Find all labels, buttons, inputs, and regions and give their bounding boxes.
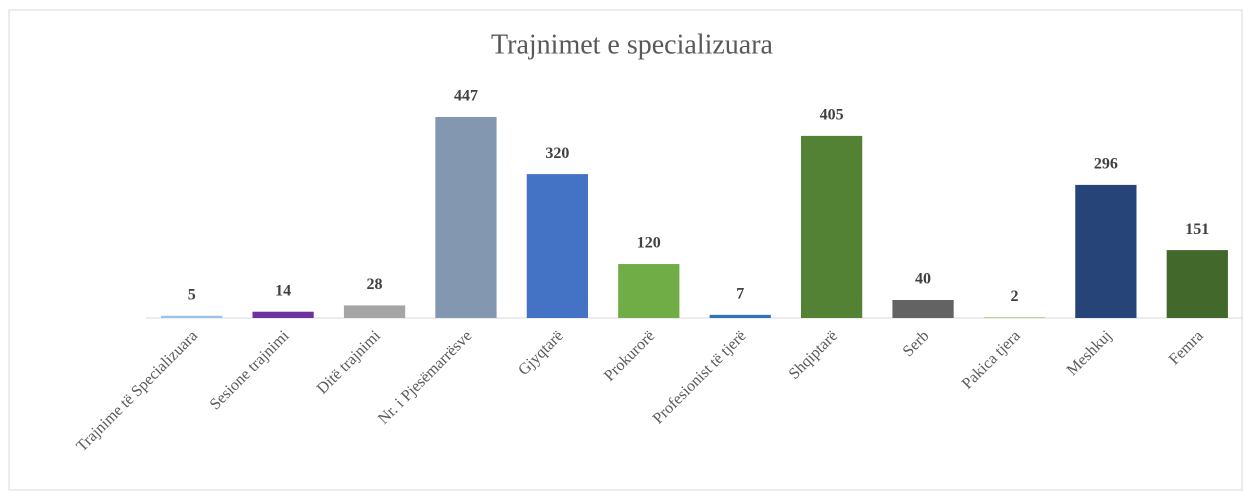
x-tick-label: Ditë trajnimi [314, 327, 385, 398]
bar [709, 314, 771, 318]
chart-title: Trajnimet e specializuara [491, 29, 774, 60]
bar [892, 300, 954, 318]
data-label: 120 [637, 235, 661, 252]
data-label: 296 [1094, 156, 1118, 173]
x-tick-label: Trajnime të Specializuara [73, 327, 201, 455]
x-tick-label: Sesione trajnimi [207, 327, 293, 413]
bar [618, 264, 680, 318]
x-tick-label: Gjyqtarë [515, 327, 567, 379]
bar [801, 135, 863, 318]
data-label: 14 [275, 282, 291, 299]
data-label: 40 [915, 271, 931, 288]
data-label: 151 [1185, 221, 1209, 238]
bar [1166, 250, 1228, 318]
x-tick-label: Pakica tjera [959, 327, 1024, 392]
bar [1075, 184, 1137, 318]
x-tick-label: Prokurorë [601, 327, 658, 384]
chart-frame [8, 9, 1243, 491]
x-tick-label: Nr. i Pjesëmarrësve [375, 327, 475, 427]
x-tick-label: Profesionist të tjerë [650, 327, 750, 427]
x-tick-label: Femra [1166, 327, 1207, 368]
bar [983, 317, 1046, 318]
x-tick-label: Serb [900, 327, 933, 360]
data-label: 405 [820, 107, 844, 124]
x-tick-label: Shqiptarë [786, 327, 841, 382]
data-label: 447 [454, 88, 478, 105]
bar [252, 311, 314, 318]
bar [526, 174, 588, 318]
data-label: 28 [367, 276, 383, 293]
data-label: 320 [545, 145, 569, 162]
bar [343, 305, 406, 318]
x-tick-label: Meshkuj [1064, 327, 1116, 379]
bar [161, 315, 223, 318]
data-label: 5 [188, 286, 196, 303]
bar [435, 117, 497, 318]
data-label: 2 [1010, 288, 1018, 305]
data-label: 7 [736, 286, 744, 303]
